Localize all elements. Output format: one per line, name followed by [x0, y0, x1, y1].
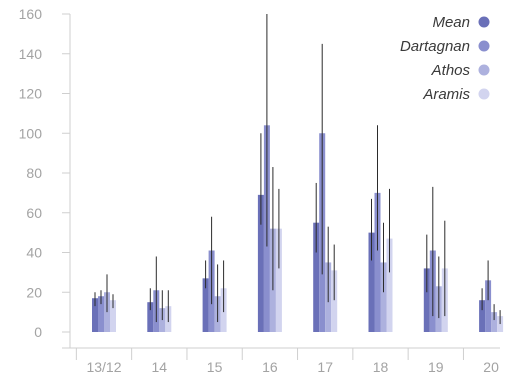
bars [92, 125, 504, 332]
y-tick-label: 0 [34, 324, 42, 340]
bar [98, 296, 104, 332]
bar [380, 262, 387, 332]
bar [485, 280, 492, 332]
x-axis: 13/12 14 15 16 17 18 19 20 [62, 347, 500, 375]
bar [479, 300, 486, 332]
bar [110, 300, 116, 332]
x-tick-label: 19 [428, 359, 444, 375]
bar [92, 298, 98, 332]
legend-marker [478, 40, 490, 52]
y-tick-label: 80 [26, 165, 42, 181]
y-tick-label: 120 [19, 86, 43, 102]
y-tick-label: 60 [26, 205, 42, 221]
legend-label: Dartagnan [400, 38, 470, 55]
legend-marker [478, 16, 490, 28]
bar [313, 222, 320, 332]
bar [491, 312, 498, 332]
x-tick-label: 18 [373, 359, 389, 375]
bar [257, 194, 264, 332]
bar [423, 268, 430, 332]
legend-label: Aramis [422, 86, 470, 103]
y-axis: 0 20 40 60 80 100 120 140 160 [19, 6, 71, 348]
legend-label: Mean [432, 14, 470, 31]
y-tick-label: 140 [19, 46, 43, 62]
legend-label: Athos [431, 62, 471, 79]
x-tick-label: 16 [262, 359, 278, 375]
x-tick-label: 14 [152, 359, 168, 375]
bar [147, 302, 154, 332]
y-tick-label: 40 [26, 245, 42, 261]
bar [374, 192, 381, 332]
bar [202, 278, 209, 332]
x-tick-label: 15 [207, 359, 223, 375]
x-tick-label: 13/12 [86, 359, 121, 375]
x-tick-label: 17 [317, 359, 333, 375]
bar [331, 270, 338, 332]
y-tick-label: 20 [26, 284, 42, 300]
bar [368, 232, 375, 332]
x-tick-label: 20 [483, 359, 499, 375]
bar [275, 228, 282, 332]
legend: Mean Dartagnan Athos Aramis [400, 14, 490, 103]
bar [386, 238, 393, 332]
error-bars [94, 14, 501, 325]
y-tick-label: 100 [19, 125, 43, 141]
legend-marker [478, 64, 490, 76]
legend-marker [478, 88, 490, 100]
y-tick-label: 160 [19, 6, 43, 22]
